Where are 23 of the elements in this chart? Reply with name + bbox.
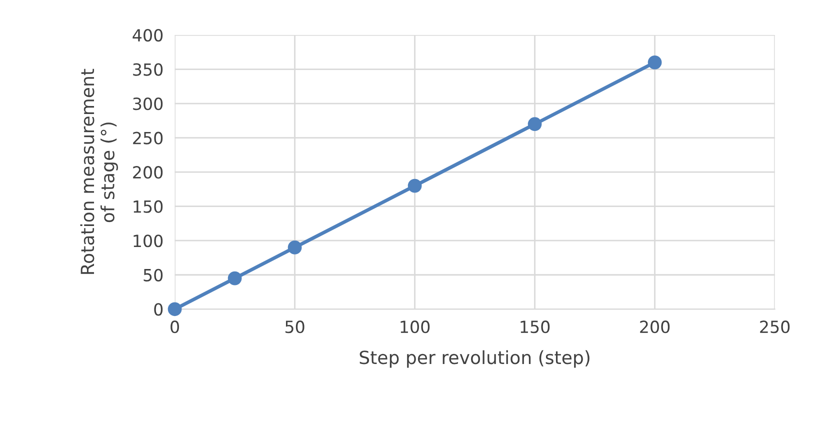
y-axis-title: Rotation measurement of stage (°) xyxy=(80,68,118,274)
point xyxy=(228,271,242,286)
y-tick-label: 0 xyxy=(154,303,163,316)
point xyxy=(528,117,542,132)
y-tick-label: 400 xyxy=(132,28,163,42)
x-tick-label: 150 xyxy=(520,320,550,334)
y-tick-label: 100 xyxy=(134,234,163,248)
y-tick-label: 50 xyxy=(144,268,163,282)
x-tick-label: 100 xyxy=(400,320,430,334)
y-tick-label: 300 xyxy=(133,98,163,110)
y-tick-label: 250 xyxy=(133,132,163,144)
point xyxy=(288,240,302,254)
y-tick-label: 350 xyxy=(133,63,163,76)
x-axis-title: Step per revolution (step) xyxy=(360,350,590,368)
point xyxy=(648,55,662,70)
x-tick-label: 0 xyxy=(170,320,179,334)
y-tick-label: 150 xyxy=(134,200,163,213)
y-tick-label: 200 xyxy=(133,166,163,179)
x-tick-label: 50 xyxy=(285,320,304,334)
point xyxy=(168,302,182,316)
point xyxy=(408,178,422,193)
x-tick-label: 200 xyxy=(640,320,670,334)
x-tick-label: 250 xyxy=(760,320,790,334)
